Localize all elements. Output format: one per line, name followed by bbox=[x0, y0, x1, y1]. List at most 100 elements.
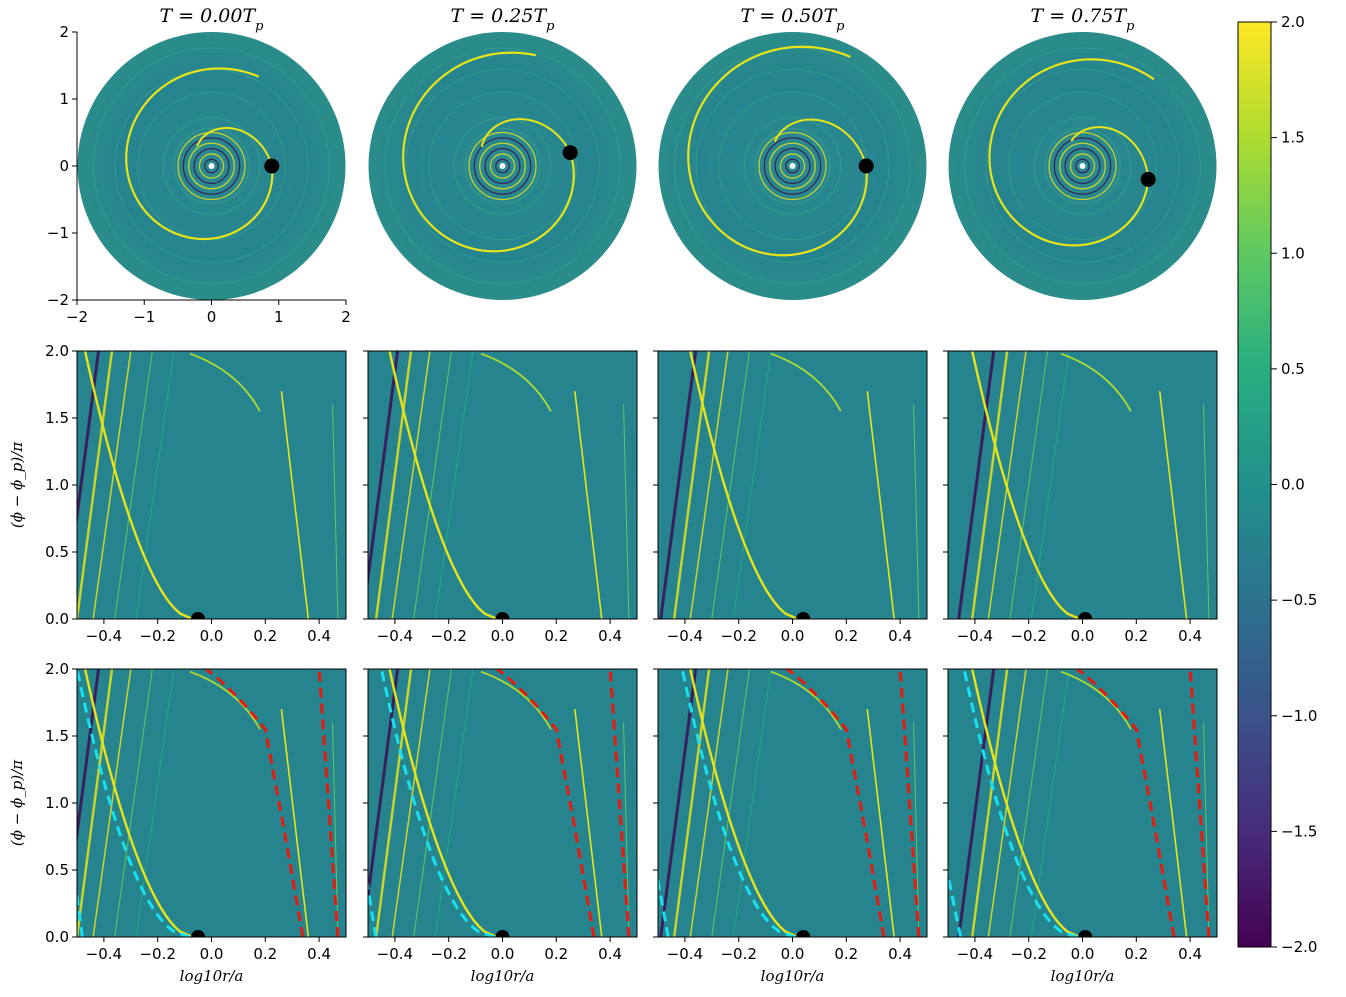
ring bbox=[383, 47, 622, 285]
inner-ring bbox=[473, 137, 532, 195]
x-tick-label: 0.2 bbox=[544, 945, 568, 963]
inner-ring bbox=[193, 147, 230, 185]
wake-panel: −0.4 −0.2 0.0 0.2 0.4 log10r/a bbox=[363, 668, 638, 985]
outer-arm-faint bbox=[1203, 404, 1210, 619]
outer-arm bbox=[280, 709, 310, 937]
logr-panel: −0.4 −0.2 0.0 0.2 0.4 2.0 1.5 1.0 0.5 0.0 (ϕ − ϕ_p… bbox=[8, 342, 347, 645]
ring bbox=[985, 68, 1180, 264]
inner-ring bbox=[1069, 153, 1096, 179]
x-tick-label: 0.0 bbox=[781, 945, 805, 963]
ring bbox=[405, 68, 600, 264]
x-axis-label: log10r/a bbox=[1051, 967, 1115, 985]
outer-wake-line bbox=[1188, 669, 1211, 937]
x-tick-label: 0.4 bbox=[888, 627, 912, 645]
y-tick-label: −1 bbox=[47, 224, 69, 242]
polar-panel bbox=[77, 32, 346, 300]
inner-spiral-arm bbox=[1070, 126, 1150, 180]
inner-ring bbox=[763, 137, 822, 195]
density-streak bbox=[77, 669, 114, 937]
ring bbox=[92, 47, 331, 285]
x-tick-label: 0.2 bbox=[1124, 945, 1148, 963]
x-tick-label: −1 bbox=[133, 308, 155, 326]
density-streak bbox=[77, 669, 101, 846]
inner-ring bbox=[779, 153, 806, 179]
x-tick-label: 0.0 bbox=[781, 627, 805, 645]
x-tick-label: −0.4 bbox=[86, 627, 122, 645]
x-tick-label: 0.2 bbox=[544, 627, 568, 645]
density-streak bbox=[135, 351, 175, 619]
x-tick-label: −0.2 bbox=[139, 945, 175, 963]
inner-arm bbox=[689, 669, 799, 937]
horseshoe-feature bbox=[480, 670, 552, 730]
density-streak bbox=[1009, 669, 1049, 937]
outer-wake-line bbox=[786, 669, 886, 937]
density-streak bbox=[689, 669, 729, 937]
x-tick-label: −0.2 bbox=[139, 627, 175, 645]
ring bbox=[137, 91, 286, 241]
ring bbox=[1008, 91, 1157, 241]
panel-background bbox=[77, 351, 346, 619]
outer-arm-faint bbox=[913, 404, 920, 619]
colorbar-tick-label: 2.0 bbox=[1281, 13, 1305, 31]
x-tick-label: 0.2 bbox=[834, 627, 858, 645]
y-tick-label: 2.0 bbox=[45, 342, 69, 360]
inner-wake-line bbox=[658, 872, 670, 937]
colorbar-tick-label: −1.0 bbox=[1281, 707, 1317, 725]
y-axis-label: (ϕ − ϕ_p)/π bbox=[8, 759, 26, 846]
density-streak bbox=[1030, 351, 1070, 619]
x-tick-label: 0.4 bbox=[307, 627, 331, 645]
inner-ring bbox=[198, 153, 225, 179]
x-tick-label: −0.2 bbox=[430, 945, 466, 963]
ring bbox=[173, 127, 250, 205]
inner-wake-line bbox=[962, 669, 1078, 937]
density-streak bbox=[413, 351, 452, 619]
inner-arm bbox=[971, 351, 1081, 619]
x-tick-label: −0.4 bbox=[957, 945, 993, 963]
y-tick-label: 1.5 bbox=[45, 727, 69, 745]
x-tick-label: 0.0 bbox=[491, 627, 515, 645]
density-streak bbox=[689, 351, 729, 619]
x-tick-label: −0.4 bbox=[86, 945, 122, 963]
ring bbox=[963, 47, 1202, 285]
planet-marker bbox=[796, 612, 811, 619]
panel-title: T = 0.50Tp bbox=[741, 5, 846, 34]
inner-arm bbox=[83, 351, 194, 619]
x-tick-label: 0.2 bbox=[1124, 627, 1148, 645]
inner-wake-line bbox=[948, 868, 963, 937]
inner-ring bbox=[188, 142, 235, 190]
y-tick-label: 2 bbox=[59, 23, 69, 41]
x-tick-label: 0.4 bbox=[1178, 945, 1202, 963]
y-tick-label: 1 bbox=[59, 90, 69, 108]
colorbar-tick-label: 0.5 bbox=[1281, 360, 1305, 378]
logr-panel: −0.4 −0.2 0.0 0.2 0.4 bbox=[653, 350, 928, 645]
ring bbox=[1033, 117, 1132, 215]
outer-arm bbox=[866, 709, 895, 937]
y-tick-label: 1.5 bbox=[45, 409, 69, 427]
x-tick-label: −0.2 bbox=[720, 945, 756, 963]
ring bbox=[428, 91, 577, 241]
inner-arm bbox=[971, 669, 1081, 937]
planet-marker bbox=[796, 930, 811, 937]
ring bbox=[453, 117, 552, 215]
inner-spiral-arm bbox=[196, 127, 273, 167]
ring bbox=[1044, 127, 1121, 205]
outer-spiral-arm bbox=[402, 51, 575, 253]
density-streak bbox=[957, 351, 996, 619]
outer-wake-line bbox=[898, 669, 921, 937]
inner-arm bbox=[388, 351, 498, 619]
outer-arm-faint bbox=[623, 404, 630, 619]
y-tick-label: 0 bbox=[59, 157, 69, 175]
outer-wake-line bbox=[205, 669, 305, 937]
colorbar-tick-label: 1.0 bbox=[1281, 244, 1305, 262]
inner-ring bbox=[468, 131, 537, 201]
x-tick-label: −0.2 bbox=[720, 627, 756, 645]
density-streak bbox=[374, 669, 413, 937]
density-streak bbox=[391, 351, 431, 619]
outer-arm bbox=[1158, 391, 1188, 619]
ring bbox=[464, 127, 541, 205]
inner-ring bbox=[204, 158, 219, 174]
star bbox=[1079, 163, 1086, 169]
horseshoe-feature bbox=[189, 352, 261, 412]
density-streak bbox=[711, 351, 751, 619]
colorbar-tick-label: −1.5 bbox=[1281, 822, 1317, 840]
